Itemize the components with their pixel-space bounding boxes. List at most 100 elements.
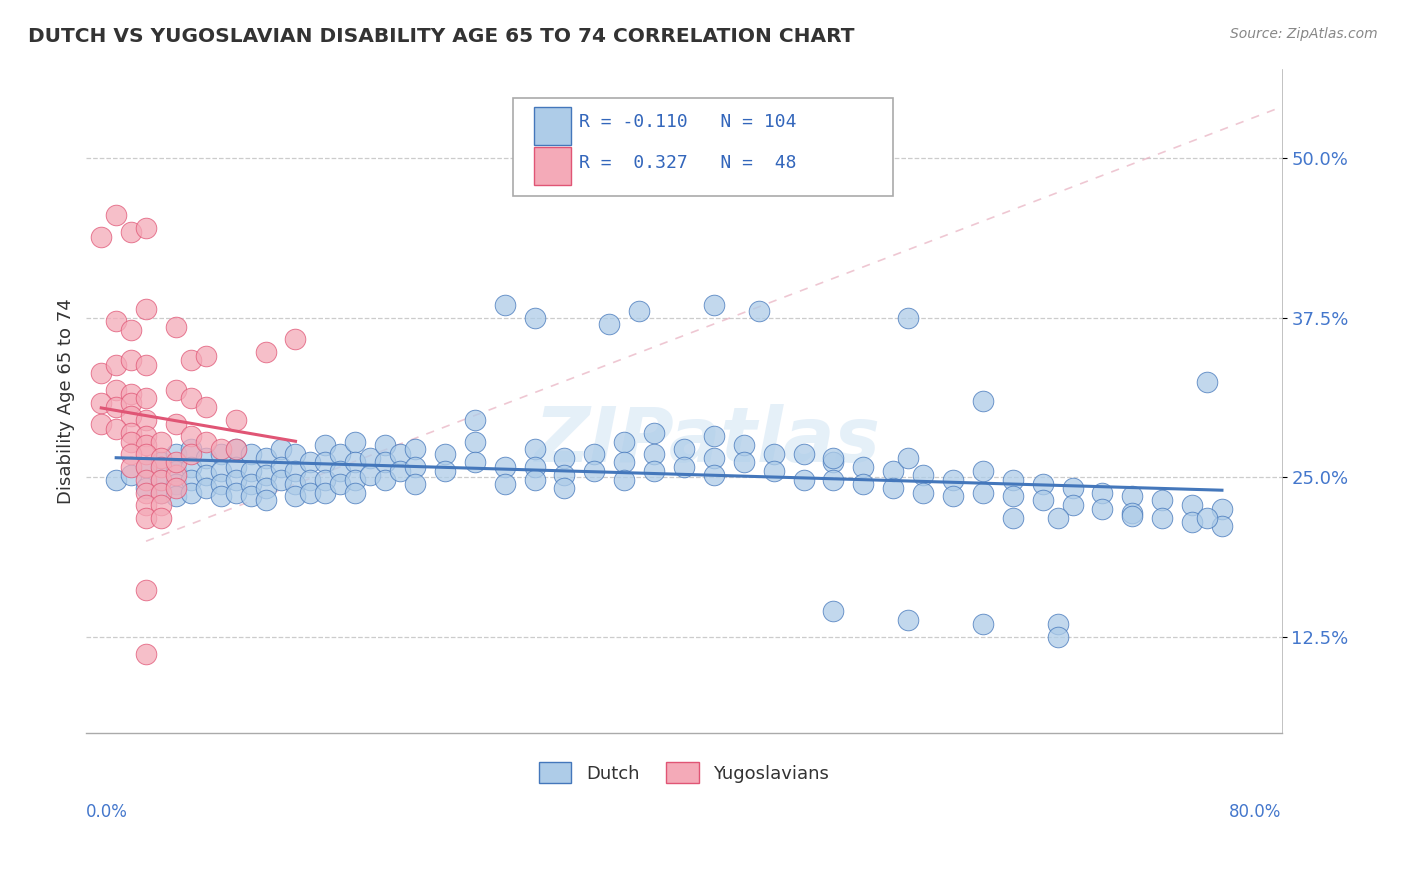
- Point: [180, 442, 202, 457]
- Point: [135, 301, 157, 316]
- Point: [254, 451, 277, 466]
- Point: [972, 485, 994, 500]
- Point: [120, 447, 142, 461]
- Point: [150, 473, 173, 487]
- Point: [823, 455, 845, 469]
- Point: [823, 473, 845, 487]
- Point: [135, 391, 157, 405]
- Point: [344, 473, 367, 487]
- Point: [135, 582, 157, 597]
- Point: [225, 473, 247, 487]
- Point: [942, 473, 965, 487]
- Point: [1211, 502, 1233, 516]
- Point: [180, 447, 202, 461]
- Point: [1062, 481, 1084, 495]
- Point: [404, 476, 426, 491]
- Point: [120, 323, 142, 337]
- Point: [523, 442, 546, 457]
- Point: [314, 455, 336, 469]
- Point: [135, 413, 157, 427]
- Point: [90, 417, 112, 431]
- Point: [225, 460, 247, 475]
- Point: [1152, 511, 1174, 525]
- Point: [120, 467, 142, 482]
- Point: [254, 345, 277, 359]
- Point: [897, 614, 920, 628]
- Point: [209, 442, 232, 457]
- Point: [165, 417, 187, 431]
- Point: [165, 481, 187, 495]
- Point: [135, 460, 157, 475]
- Point: [150, 499, 173, 513]
- Point: [598, 317, 620, 331]
- Point: [972, 464, 994, 478]
- Point: [135, 221, 157, 235]
- Point: [464, 455, 486, 469]
- Text: ZIPatlas: ZIPatlas: [534, 403, 882, 477]
- Y-axis label: Disability Age 65 to 74: Disability Age 65 to 74: [58, 298, 75, 504]
- Point: [120, 387, 142, 401]
- Point: [135, 499, 157, 513]
- Point: [942, 490, 965, 504]
- Point: [135, 647, 157, 661]
- Point: [225, 442, 247, 457]
- Point: [105, 473, 128, 487]
- Point: [194, 400, 217, 414]
- Point: [270, 460, 292, 475]
- Point: [912, 467, 935, 482]
- Point: [912, 485, 935, 500]
- Point: [105, 209, 128, 223]
- Point: [135, 438, 157, 452]
- Point: [344, 434, 367, 449]
- Point: [359, 451, 381, 466]
- Point: [209, 447, 232, 461]
- Point: [404, 460, 426, 475]
- Text: 80.0%: 80.0%: [1229, 803, 1282, 822]
- Point: [464, 413, 486, 427]
- Point: [135, 473, 157, 487]
- Point: [120, 225, 142, 239]
- Point: [120, 434, 142, 449]
- Point: [643, 447, 665, 461]
- Point: [180, 485, 202, 500]
- Point: [239, 490, 262, 504]
- Point: [150, 511, 173, 525]
- Point: [1046, 511, 1069, 525]
- Point: [972, 617, 994, 632]
- Point: [1091, 485, 1114, 500]
- Point: [180, 352, 202, 367]
- Point: [583, 447, 606, 461]
- Point: [494, 298, 516, 312]
- Point: [897, 310, 920, 325]
- Point: [1152, 493, 1174, 508]
- Point: [270, 442, 292, 457]
- Point: [374, 473, 396, 487]
- Point: [135, 460, 157, 475]
- Point: [374, 455, 396, 469]
- Point: [180, 429, 202, 443]
- Point: [165, 467, 187, 482]
- Point: [1032, 476, 1054, 491]
- Point: [284, 476, 307, 491]
- Point: [194, 434, 217, 449]
- Point: [703, 298, 725, 312]
- Point: [135, 447, 157, 461]
- Point: [105, 314, 128, 328]
- Point: [165, 464, 187, 478]
- Point: [523, 310, 546, 325]
- Point: [523, 460, 546, 475]
- Point: [150, 434, 173, 449]
- Point: [209, 476, 232, 491]
- Text: R = -0.110   N = 104: R = -0.110 N = 104: [579, 113, 797, 131]
- Point: [374, 438, 396, 452]
- Point: [120, 352, 142, 367]
- Text: DUTCH VS YUGOSLAVIAN DISABILITY AGE 65 TO 74 CORRELATION CHART: DUTCH VS YUGOSLAVIAN DISABILITY AGE 65 T…: [28, 27, 855, 45]
- Point: [733, 438, 755, 452]
- Point: [254, 467, 277, 482]
- Point: [120, 409, 142, 423]
- Point: [703, 429, 725, 443]
- Point: [120, 460, 142, 475]
- Point: [90, 366, 112, 380]
- Point: [180, 473, 202, 487]
- Point: [1062, 499, 1084, 513]
